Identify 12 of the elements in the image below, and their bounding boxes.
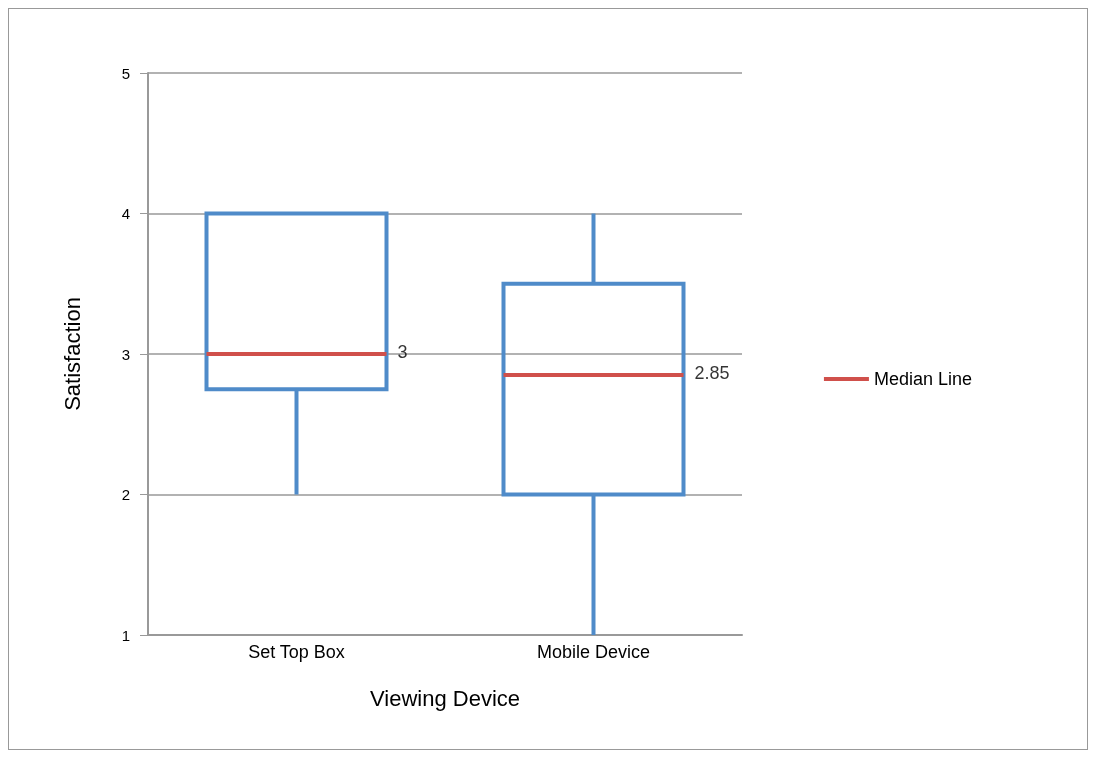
x-axis-title: Viewing Device [369,685,521,711]
x-tick-label: Mobile Device [536,642,651,662]
y-tick-label: 1 [121,626,130,644]
x-tick-label: Set Top Box [248,642,345,662]
text: 3 [397,342,408,362]
y-tick-label: 2 [121,486,130,503]
y-axis-title: Satisfaction [59,297,85,411]
y-tick-label: 4 [121,205,130,222]
y-tick-label: 3 [121,345,130,363]
legend-label: Median Line [873,369,973,389]
text: 2.85 [694,363,730,384]
y-tick-label: 5 [121,64,130,82]
